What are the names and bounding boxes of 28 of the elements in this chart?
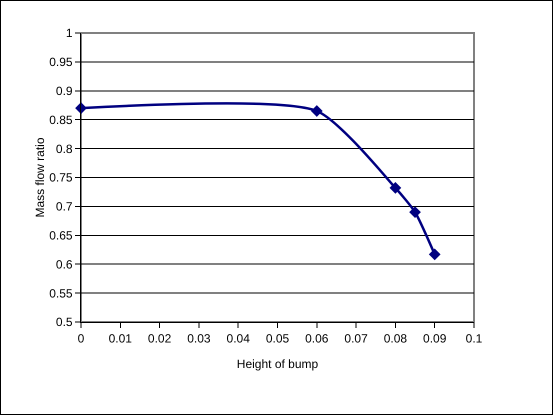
point xyxy=(390,182,402,194)
y-tick-label: 0.55 xyxy=(49,286,73,300)
y-tick-label: 0.65 xyxy=(49,228,73,242)
x-axis-title: Height of bump xyxy=(236,357,319,371)
y-tick-label: 0.5 xyxy=(56,315,73,330)
y-tick-label: 0.7 xyxy=(56,200,73,214)
point xyxy=(310,105,323,117)
x-tick-label: 0.02 xyxy=(148,331,172,346)
x-tick-label: 0.04 xyxy=(226,331,250,346)
x-tick-label: 0.05 xyxy=(266,331,290,346)
x-tick-label: 0.06 xyxy=(305,331,329,346)
y-tick-label: 0.85 xyxy=(49,112,73,127)
point xyxy=(409,206,421,218)
y-tick-label: 1 xyxy=(66,26,73,40)
x-tick-label: 0.08 xyxy=(384,331,408,346)
point xyxy=(428,248,441,260)
y-tick-label: 0.95 xyxy=(49,55,73,70)
y-tick-label: 0.9 xyxy=(56,84,73,98)
x-tick-label: 0.07 xyxy=(344,331,368,346)
y-tick-label: 0.75 xyxy=(49,170,73,185)
y-tick-label: 0.8 xyxy=(56,142,73,156)
x-tick-label: 0.01 xyxy=(108,331,132,346)
x-tick-label: 0.03 xyxy=(187,331,211,346)
x-tick-label: 0.1 xyxy=(466,331,483,346)
y-tick-label: 0.6 xyxy=(56,257,73,272)
x-tick-label: 0 xyxy=(78,331,85,346)
x-tick-label: 0.09 xyxy=(423,331,447,346)
y-axis-title: Mass flow ratio xyxy=(33,137,48,218)
